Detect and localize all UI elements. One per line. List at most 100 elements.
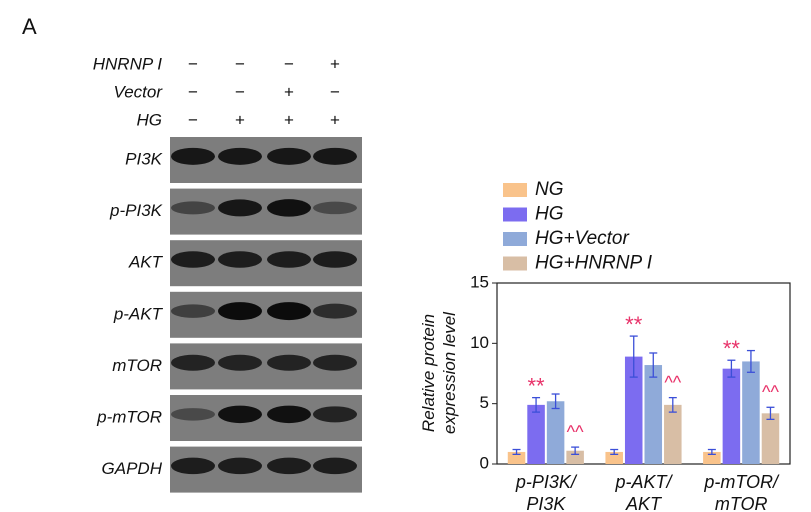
error-bar [571,446,580,455]
bar [507,451,526,464]
significance-label: ** [625,312,643,337]
bar [527,404,545,464]
treatment-sign: + [284,110,294,129]
band-label: p-AKT [113,304,164,323]
band-label: p-PI3K [109,201,163,220]
legend-swatch [503,256,527,271]
treatment-sign: − [284,54,294,73]
x-tick-label-line: AKT [625,494,663,512]
treatment-sign: − [188,110,198,129]
error-bar [746,349,755,373]
blot-band [218,251,262,268]
blot-band [171,201,215,215]
blot-band [171,251,215,268]
y-tick-label: 10 [470,333,489,352]
y-tick-label: 5 [480,393,489,412]
band-label: PI3K [125,149,163,168]
band-label: GAPDH [102,459,163,478]
treatment-sign: − [235,54,245,73]
x-tick-label: p-PI3K/PI3K [515,472,578,512]
blot-band [313,201,357,215]
blot-band [218,457,262,475]
blot-band [218,199,262,217]
bar [761,413,780,464]
bar [546,401,565,464]
y-axis-label: Relative protein expression level [419,311,459,434]
error-bar [610,448,619,455]
significance-label: ^^ [664,372,681,392]
blot-band [313,457,357,475]
band-label: mTOR [112,356,162,375]
treatment-sign: + [235,110,245,129]
legend-swatch [503,207,527,222]
x-tick-label-line: PI3K [526,494,566,512]
x-tick-label-line: p-AKT/ [614,472,673,492]
error-bar [512,448,521,455]
treatment-sign: + [330,54,340,73]
significance-label: ^^ [762,382,779,402]
blot-band [218,405,262,424]
blot-band [267,354,311,371]
bar [664,404,682,464]
panel-label: A [22,14,37,39]
blot-band [313,354,357,371]
blot-band [313,251,357,268]
band-label: p-mTOR [96,407,162,426]
x-tick-label-line: p-PI3K/ [515,472,578,492]
error-bar [727,359,736,378]
blot-band [171,304,215,318]
bar [605,451,623,464]
bar [644,365,663,464]
legend-label: HG+Vector [535,228,629,249]
blot-band [267,405,311,424]
blot-band [313,147,357,165]
x-tick-label-line: p-mTOR/ [703,472,780,492]
significance-label: ** [723,336,741,361]
blot-band [171,147,215,165]
legend-label: NG [535,179,564,200]
x-tick-label: p-AKT/AKT [614,472,673,512]
blot-band [171,408,215,421]
blot-band [218,354,262,371]
error-bar [532,396,541,413]
treatment-label: HG [137,110,163,129]
blot-band [218,147,262,165]
bar [742,361,760,464]
treatment-sign: − [330,82,340,101]
blot-band [313,406,357,423]
treatment-sign: − [188,82,198,101]
blot-band [267,147,311,165]
error-bar [668,396,677,413]
plot-frame [496,282,791,465]
x-tick-label: p-mTOR/mTOR [703,472,780,512]
bar [566,450,584,464]
blot-band [267,199,311,217]
band-label: AKT [128,253,164,272]
treatment-sign: + [330,110,340,129]
error-bar [551,393,560,410]
y-axis-label-line: expression level [440,311,459,434]
blot-band [313,303,357,319]
bar [624,356,643,464]
legend-label: HG+HNRNP I [535,253,653,274]
legend-swatch [503,183,527,197]
blot-band [267,457,311,475]
error-bar [766,406,775,421]
error-bar [629,335,638,378]
error-bar [649,352,658,378]
x-tick-label-line: mTOR [715,494,768,512]
error-bar [707,448,716,455]
blot-band [218,302,262,321]
legend-label: HG [535,204,564,225]
bar [722,368,741,464]
blot-band [267,302,311,321]
y-tick-label: 15 [470,272,489,291]
treatment-sign: − [235,82,245,101]
y-axis-label-line: Relative protein [419,314,438,432]
treatment-sign: + [284,82,294,101]
bar [703,451,721,464]
significance-label: ** [528,373,546,398]
treatment-label: HNRNP I [93,54,163,73]
treatment-label: Vector [113,82,163,101]
